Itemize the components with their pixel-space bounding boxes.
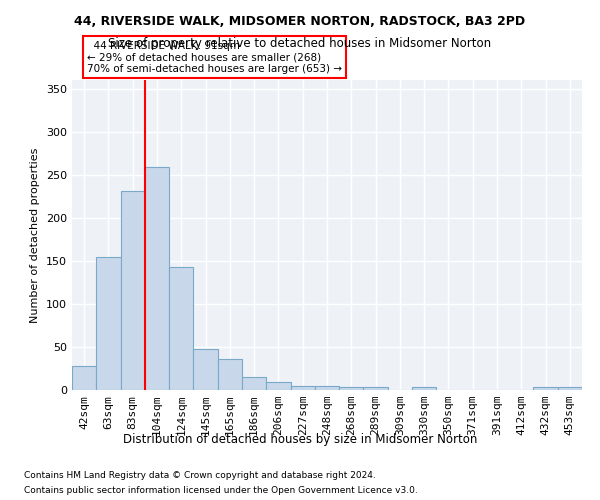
Bar (266, 382, 290, 390)
Bar (290, 386, 315, 390)
Bar (364, 386, 388, 390)
Bar (193, 348, 218, 390)
Bar (339, 386, 364, 390)
Text: Contains public sector information licensed under the Open Government Licence v3: Contains public sector information licen… (24, 486, 418, 495)
Bar (218, 359, 242, 390)
Bar (315, 386, 339, 390)
Bar (412, 386, 436, 390)
Bar (242, 377, 266, 390)
Bar (533, 386, 558, 390)
Bar (558, 386, 582, 390)
Y-axis label: Number of detached properties: Number of detached properties (31, 148, 40, 322)
Text: Contains HM Land Registry data © Crown copyright and database right 2024.: Contains HM Land Registry data © Crown c… (24, 471, 376, 480)
Bar (72, 366, 96, 390)
Text: 44, RIVERSIDE WALK, MIDSOMER NORTON, RADSTOCK, BA3 2PD: 44, RIVERSIDE WALK, MIDSOMER NORTON, RAD… (74, 15, 526, 28)
Bar (96, 258, 121, 390)
Text: Size of property relative to detached houses in Midsomer Norton: Size of property relative to detached ho… (109, 38, 491, 51)
Bar (145, 167, 169, 390)
Text: 44 RIVERSIDE WALK: 91sqm
← 29% of detached houses are smaller (268)
70% of semi-: 44 RIVERSIDE WALK: 91sqm ← 29% of detach… (88, 40, 342, 74)
Bar (121, 191, 145, 390)
Text: Distribution of detached houses by size in Midsomer Norton: Distribution of detached houses by size … (123, 432, 477, 446)
Bar (169, 267, 193, 390)
